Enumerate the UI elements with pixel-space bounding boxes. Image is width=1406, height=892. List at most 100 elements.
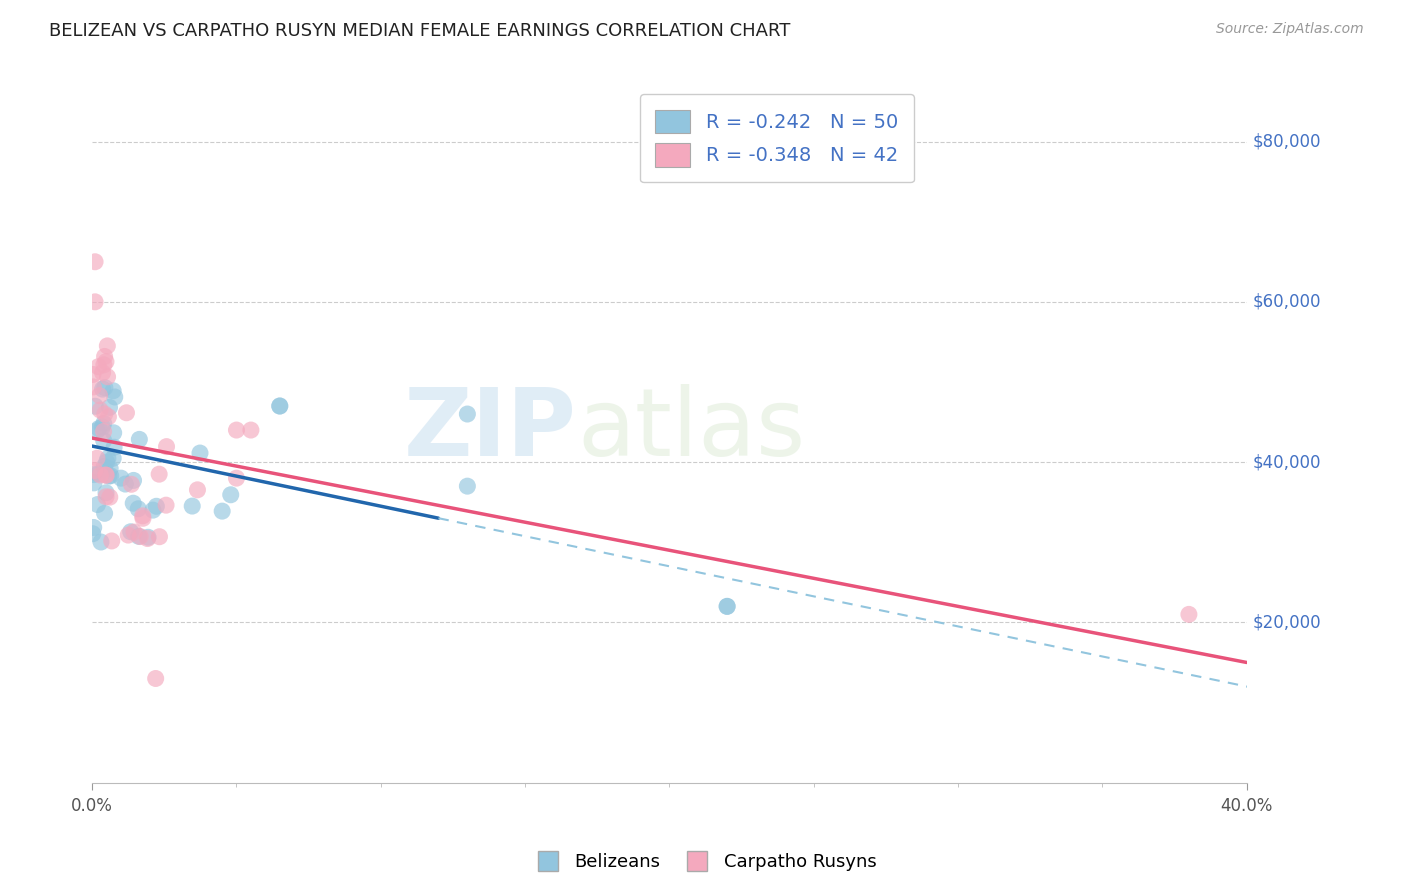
Text: $20,000: $20,000 (1253, 614, 1322, 632)
Point (128, 433, 150, 447)
Text: $80,000: $80,000 (1253, 133, 1320, 151)
Legend: Belizeans, Carpatho Rusyns: Belizeans, Carpatho Rusyns (522, 847, 884, 879)
Point (87, 421, 110, 435)
Point (181, 499, 204, 513)
Point (93, 417, 115, 431)
Point (83, 520, 105, 534)
Point (103, 440, 125, 454)
Point (129, 530, 152, 544)
Point (90, 535, 112, 549)
Point (91, 366, 114, 380)
Text: $60,000: $60,000 (1253, 293, 1320, 310)
Point (82, 380, 104, 394)
Point (188, 446, 211, 460)
Point (83, 463, 105, 477)
Point (93, 350, 115, 364)
Point (97, 469, 120, 483)
Point (120, 477, 142, 491)
Point (716, 599, 738, 614)
Point (225, 471, 247, 485)
Point (101, 451, 124, 466)
Point (1178, 607, 1201, 622)
Point (93, 506, 115, 520)
Point (239, 423, 262, 437)
Point (97, 409, 120, 424)
Point (155, 498, 177, 512)
Point (86, 451, 108, 466)
Point (87, 359, 110, 374)
Text: $40,000: $40,000 (1253, 453, 1320, 471)
Point (86, 424, 108, 438)
Point (100, 533, 122, 548)
Point (120, 524, 142, 539)
Point (456, 479, 478, 493)
Point (132, 511, 155, 525)
Point (86, 498, 108, 512)
Point (103, 425, 125, 440)
Legend: R = -0.242   N = 50, R = -0.348   N = 42: R = -0.242 N = 50, R = -0.348 N = 42 (640, 95, 914, 183)
Point (142, 503, 165, 517)
Point (115, 406, 138, 420)
Point (89, 388, 111, 402)
Point (91, 420, 114, 434)
Point (93, 425, 115, 439)
Text: ZIP: ZIP (404, 384, 576, 476)
Point (136, 530, 159, 544)
Point (114, 477, 136, 491)
Point (100, 468, 122, 483)
Point (269, 399, 291, 413)
Point (101, 384, 124, 398)
Point (94, 354, 117, 368)
Point (96, 339, 118, 353)
Point (110, 471, 132, 485)
Text: atlas: atlas (576, 384, 806, 476)
Point (97, 451, 120, 466)
Point (93, 459, 115, 474)
Point (122, 496, 145, 510)
Point (94, 490, 117, 504)
Point (82, 368, 104, 382)
Point (93, 358, 115, 372)
Point (87, 467, 110, 481)
Point (148, 467, 170, 482)
Point (127, 501, 149, 516)
Point (219, 488, 242, 502)
Point (145, 672, 167, 686)
Point (117, 528, 139, 542)
Point (128, 529, 150, 543)
Point (186, 483, 208, 497)
Point (145, 500, 167, 514)
Point (104, 390, 127, 404)
Text: BELIZEAN VS CARPATHO RUSYN MEDIAN FEMALE EARNINGS CORRELATION CHART: BELIZEAN VS CARPATHO RUSYN MEDIAN FEMALE… (49, 22, 790, 40)
Point (456, 407, 478, 421)
Point (83, 467, 105, 482)
Point (269, 399, 291, 413)
Point (131, 508, 153, 523)
Point (225, 423, 247, 437)
Point (96, 468, 118, 483)
Point (83, 475, 105, 490)
Point (211, 504, 233, 518)
Point (89, 403, 111, 417)
Point (155, 440, 177, 454)
Point (93, 434, 115, 448)
Point (91, 382, 114, 396)
Point (136, 532, 159, 546)
Point (98, 461, 121, 475)
Point (94, 468, 117, 483)
Point (122, 474, 145, 488)
Point (89, 468, 111, 483)
Text: Source: ZipAtlas.com: Source: ZipAtlas.com (1216, 22, 1364, 37)
Point (94, 485, 117, 500)
Point (122, 524, 145, 539)
Point (84, 294, 107, 309)
Point (96, 455, 118, 469)
Point (98, 490, 121, 504)
Point (96, 369, 118, 384)
Point (94, 381, 117, 395)
Point (94, 407, 117, 421)
Point (84, 399, 107, 413)
Point (98, 401, 121, 415)
Point (716, 599, 738, 614)
Point (84, 254, 107, 268)
